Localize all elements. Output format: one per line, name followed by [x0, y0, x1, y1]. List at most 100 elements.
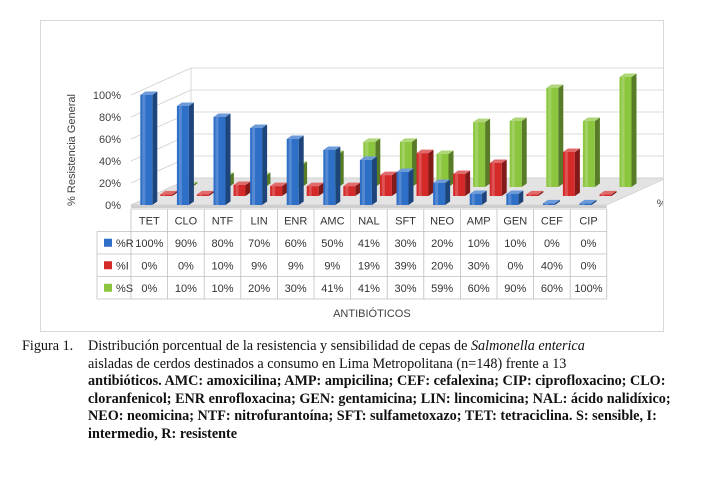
- bar-front: [323, 150, 336, 205]
- bar-front: [286, 139, 299, 205]
- bar-top: [286, 135, 304, 139]
- bar-side: [501, 159, 507, 196]
- data-label: 0%: [141, 283, 157, 295]
- bar-highlight: [548, 88, 552, 187]
- x-tick-label: CEF: [541, 215, 563, 227]
- bar-top: [542, 199, 560, 204]
- bar-side: [518, 190, 524, 205]
- caption-abbreviations: antibióticos. AMC: amoxicilina; AMP: amp…: [88, 373, 671, 425]
- bar-top: [399, 138, 417, 142]
- bar-highlight: [252, 128, 256, 205]
- bar-highlight: [544, 203, 548, 205]
- resistance-3d-bar-chart: 0% 20% 40% 60% 80% 100% % Resistencia General%…: [66, 67, 663, 320]
- bar-front: [270, 186, 283, 196]
- data-label: 0%: [581, 238, 597, 250]
- bar-front: [509, 121, 522, 187]
- bar-side: [408, 168, 414, 205]
- bar-highlight: [162, 194, 166, 196]
- figure-caption: Figura 1. Distribución porcentual de la …: [22, 338, 690, 444]
- bar-front: [526, 194, 539, 196]
- bar-highlight: [511, 121, 515, 187]
- bar-side: [318, 182, 324, 196]
- x-tick-label: NEO: [430, 215, 454, 227]
- bar-highlight: [345, 186, 349, 196]
- bar-side: [538, 190, 544, 196]
- bar-side: [481, 190, 487, 205]
- x-tick-label: AMC: [320, 215, 345, 227]
- bar-front: [343, 186, 356, 196]
- bar-side: [188, 102, 194, 205]
- bar-side: [298, 135, 304, 205]
- data-label: 59%: [431, 283, 453, 295]
- bar-top: [396, 168, 414, 172]
- bar-front: [379, 175, 392, 196]
- bar-highlight: [564, 152, 568, 196]
- data-label: 40%: [541, 260, 563, 272]
- data-label: 10%: [468, 238, 490, 250]
- caption-key-i-text: : intermedio,: [88, 408, 657, 442]
- bar-side: [262, 124, 268, 205]
- data-label: 60%: [468, 283, 490, 295]
- data-label: 9%: [288, 260, 304, 272]
- x-tick-label: GEN: [503, 215, 527, 227]
- bar-side: [465, 170, 471, 196]
- y-tick-label: 80%: [99, 112, 121, 124]
- bar-side: [152, 91, 158, 205]
- bar-top: [323, 146, 341, 150]
- data-label: 100%: [135, 238, 163, 250]
- bar-front: [619, 77, 632, 187]
- bar-top: [416, 149, 434, 154]
- data-label: 0%: [178, 260, 194, 272]
- data-label: 41%: [358, 238, 380, 250]
- bar-side: [355, 182, 361, 196]
- bar-side: [591, 199, 597, 205]
- bar-front: [140, 95, 153, 205]
- bar-highlight: [288, 139, 292, 205]
- bar-highlight: [381, 175, 385, 196]
- bar-top: [363, 138, 381, 142]
- bar-side: [521, 117, 527, 187]
- bar-highlight: [475, 122, 479, 187]
- caption-key-s-text: : sensible,: [583, 408, 647, 425]
- data-label: 10%: [211, 283, 233, 295]
- caption-line1-text: Distribución porcentual de la resistenci…: [88, 338, 471, 354]
- data-label: 30%: [394, 238, 416, 250]
- bar-top: [546, 84, 564, 88]
- data-label: 30%: [468, 260, 490, 272]
- data-label: 19%: [358, 260, 380, 272]
- x-tick-label: SFT: [395, 215, 416, 227]
- bar-top: [453, 170, 471, 174]
- bar-front: [562, 152, 575, 196]
- bar-front: [213, 117, 226, 205]
- bar-front: [582, 121, 595, 187]
- bar-side: [428, 149, 434, 196]
- bar-top: [343, 182, 361, 187]
- bar-highlight: [215, 117, 219, 205]
- bar-highlight: [418, 153, 422, 196]
- bar-highlight: [471, 194, 475, 205]
- bar-side: [485, 118, 491, 187]
- data-label: 60%: [285, 238, 307, 250]
- bar-side: [172, 190, 178, 196]
- legend-label: %R: [116, 238, 134, 250]
- bar-side: [558, 84, 564, 187]
- data-label: 60%: [541, 283, 563, 295]
- bar-top: [579, 199, 597, 204]
- data-label: 20%: [248, 283, 270, 295]
- bar-top: [213, 113, 231, 117]
- bar-side: [611, 190, 617, 196]
- caption-line2-text: aisladas de cerdos destinados a consumo …: [88, 355, 567, 372]
- caption-key-i-letter: I: [646, 408, 653, 425]
- bar-highlight: [581, 203, 585, 205]
- x-tick-label: CIP: [579, 215, 597, 227]
- bar-highlight: [508, 194, 512, 205]
- bar-front: [599, 194, 612, 196]
- bar-front: [196, 194, 209, 196]
- x-tick-label: ENR: [284, 215, 307, 227]
- bar-front: [473, 122, 486, 187]
- bar-top: [582, 117, 600, 121]
- bar-highlight: [438, 154, 442, 187]
- bar-highlight: [491, 163, 495, 196]
- data-label: 10%: [504, 238, 526, 250]
- bar-front: [396, 172, 409, 205]
